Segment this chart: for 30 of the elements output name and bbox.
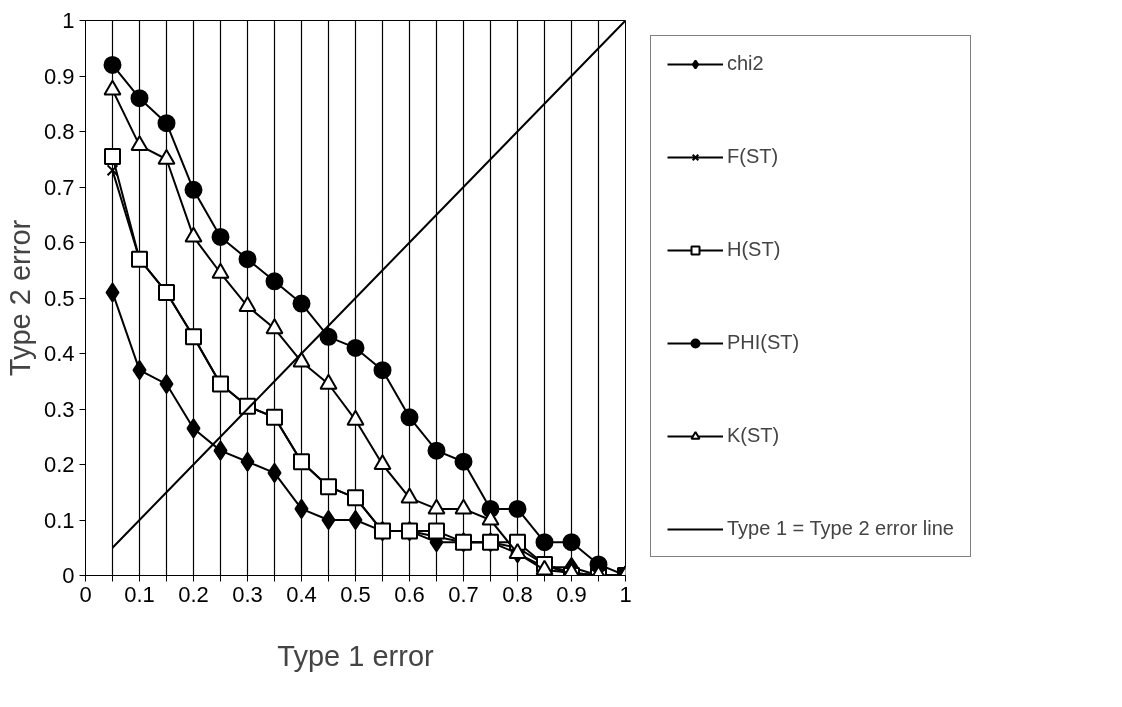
y-tick-label: 0.4 [43, 341, 75, 366]
y-tick-label: 0.6 [43, 230, 75, 255]
legend-label: K(ST) [727, 424, 780, 447]
x-tick-label: 0.8 [502, 581, 533, 607]
y-tick-label: 0.7 [43, 174, 75, 200]
legend-label: Type 1 = Type 2 error line [727, 517, 954, 540]
x-tick-label: 0.9 [556, 581, 587, 607]
legend-label: chi2 [727, 52, 764, 75]
legend-label: F(ST) [727, 145, 779, 168]
y-tick-label: 0.1 [43, 507, 75, 533]
y-tick-label: 1 [62, 8, 75, 33]
x-tick-label: 0.6 [394, 581, 425, 607]
legend-label: PHI(ST) [727, 331, 800, 354]
x-axis-title: Type 1 error [277, 639, 435, 672]
x-tick-label: 0.1 [124, 581, 155, 607]
y-tick-label: 0.3 [43, 396, 75, 422]
x-tick-label: 0.5 [340, 581, 371, 607]
x-tick-label: 0.4 [286, 581, 317, 607]
x-tick-label: 0.2 [178, 581, 209, 607]
x-tick-label: 1 [619, 581, 632, 607]
y-tick-label: 0.8 [43, 119, 75, 144]
x-tick-label: 0.3 [232, 581, 263, 607]
y-tick-label: 0.5 [43, 285, 75, 311]
x-tick-label: 0 [79, 581, 92, 607]
y-tick-label: 0.9 [43, 63, 75, 89]
legend-label: H(ST) [727, 238, 781, 261]
y-tick-label: 0 [62, 563, 75, 588]
y-tick-label: 0.2 [43, 452, 75, 477]
y-axis-title: Type 2 error [3, 219, 36, 377]
x-tick-label: 0.7 [448, 581, 479, 607]
